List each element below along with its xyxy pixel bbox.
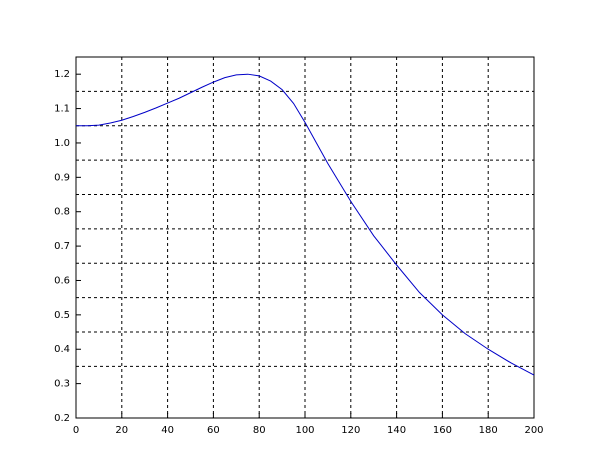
y-tick-label: 0.7 <box>54 241 70 252</box>
x-tick-label: 20 <box>115 425 128 436</box>
x-tick-label: 0 <box>73 425 79 436</box>
y-tick-label: 0.8 <box>54 207 70 218</box>
y-tick-label: 0.5 <box>54 310 70 321</box>
x-tick-label: 80 <box>253 425 266 436</box>
y-tick-label: 0.9 <box>54 172 70 183</box>
y-tick-label: 1.2 <box>54 69 70 80</box>
y-tick-label: 1.1 <box>54 104 70 115</box>
x-tick-label: 100 <box>295 425 314 436</box>
y-tick-label: 0.3 <box>54 379 70 390</box>
x-tick-label: 160 <box>433 425 452 436</box>
x-tick-label: 60 <box>207 425 220 436</box>
line-series <box>76 73 535 376</box>
y-tick-label: 1.0 <box>54 138 70 149</box>
x-tick-label: 200 <box>524 425 543 436</box>
y-tick-label: 0.4 <box>54 344 70 355</box>
x-tick-label: 180 <box>479 425 498 436</box>
x-tick-label: 40 <box>161 425 174 436</box>
y-tick-label: 0.2 <box>54 413 70 424</box>
y-tick-label: 0.6 <box>54 275 70 286</box>
x-tick-label: 120 <box>341 425 360 436</box>
x-tick-label: 140 <box>387 425 406 436</box>
